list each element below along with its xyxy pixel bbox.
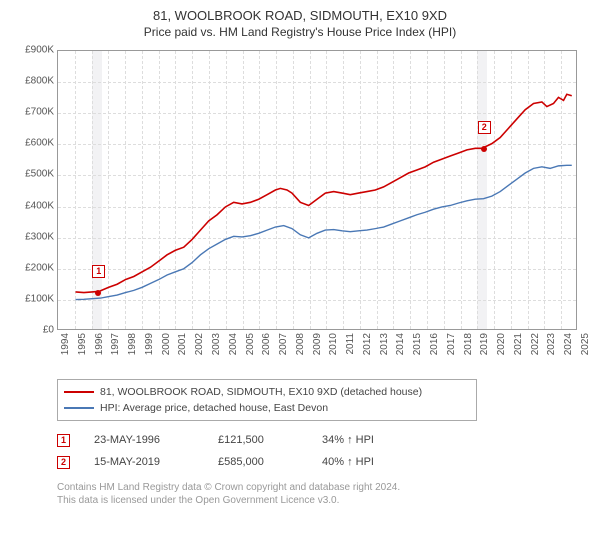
legend-swatch-icon (64, 407, 94, 409)
legend-swatch-icon (64, 391, 94, 393)
x-axis-label: 2010 (328, 333, 339, 363)
x-axis-label: 2007 (278, 333, 289, 363)
y-axis-label: £400K (14, 200, 54, 211)
y-axis-label: £0 (14, 325, 54, 336)
x-axis-label: 2018 (463, 333, 474, 363)
y-axis-label: £500K (14, 169, 54, 180)
x-axis-label: 2016 (429, 333, 440, 363)
x-axis-label: 2022 (530, 333, 541, 363)
legend-row: HPI: Average price, detached house, East… (64, 400, 470, 416)
main-title: 81, WOOLBROOK ROAD, SIDMOUTH, EX10 9XD (12, 8, 588, 23)
footer-line: Contains HM Land Registry data © Crown c… (57, 481, 588, 494)
table-row: 1 23-MAY-1996 £121,500 34% ↑ HPI (57, 429, 588, 451)
x-axis-label: 2005 (245, 333, 256, 363)
y-axis-label: £100K (14, 293, 54, 304)
marker-dot-icon (481, 146, 487, 152)
series-line-hpi (76, 165, 572, 299)
x-axis-label: 2000 (161, 333, 172, 363)
x-axis-label: 2025 (580, 333, 591, 363)
txn-price: £121,500 (218, 434, 298, 446)
marker-key-icon: 1 (57, 434, 70, 447)
footer-line: This data is licensed under the Open Gov… (57, 494, 588, 507)
txn-date: 15-MAY-2019 (94, 456, 194, 468)
y-axis-label: £600K (14, 138, 54, 149)
marker-label: 2 (478, 121, 491, 134)
x-axis-label: 2021 (513, 333, 524, 363)
x-axis-label: 2019 (479, 333, 490, 363)
x-axis-label: 1997 (110, 333, 121, 363)
y-axis-label: £900K (14, 45, 54, 56)
chart-svg (58, 51, 576, 329)
x-axis-label: 2024 (563, 333, 574, 363)
table-row: 2 15-MAY-2019 £585,000 40% ↑ HPI (57, 451, 588, 473)
txn-date: 23-MAY-1996 (94, 434, 194, 446)
x-axis-label: 1998 (127, 333, 138, 363)
transactions-table: 1 23-MAY-1996 £121,500 34% ↑ HPI 2 15-MA… (57, 429, 588, 473)
x-axis-label: 2011 (345, 333, 356, 363)
footer: Contains HM Land Registry data © Crown c… (57, 481, 588, 507)
chart-area: 12 £0£100K£200K£300K£400K£500K£600K£700K… (12, 45, 588, 375)
y-axis-label: £700K (14, 107, 54, 118)
legend-box: 81, WOOLBROOK ROAD, SIDMOUTH, EX10 9XD (… (57, 379, 477, 421)
txn-delta: 34% ↑ HPI (322, 434, 374, 446)
x-axis-label: 2012 (362, 333, 373, 363)
title-block: 81, WOOLBROOK ROAD, SIDMOUTH, EX10 9XD P… (12, 8, 588, 39)
x-axis-label: 2017 (446, 333, 457, 363)
legend-label: 81, WOOLBROOK ROAD, SIDMOUTH, EX10 9XD (… (100, 386, 422, 398)
x-axis-label: 2013 (379, 333, 390, 363)
x-axis-label: 2004 (228, 333, 239, 363)
marker-key-icon: 2 (57, 456, 70, 469)
chart-container: 81, WOOLBROOK ROAD, SIDMOUTH, EX10 9XD P… (0, 0, 600, 560)
legend-label: HPI: Average price, detached house, East… (100, 402, 328, 414)
x-axis-label: 2020 (496, 333, 507, 363)
y-axis-label: £200K (14, 262, 54, 273)
x-axis-label: 2015 (412, 333, 423, 363)
x-axis-label: 2014 (395, 333, 406, 363)
x-axis-label: 2002 (194, 333, 205, 363)
x-axis-label: 1995 (77, 333, 88, 363)
x-axis-label: 2023 (546, 333, 557, 363)
x-axis-label: 2009 (312, 333, 323, 363)
x-axis-label: 2008 (295, 333, 306, 363)
y-axis-label: £800K (14, 76, 54, 87)
x-axis-label: 2003 (211, 333, 222, 363)
x-axis-label: 1996 (94, 333, 105, 363)
x-axis-label: 1994 (60, 333, 71, 363)
y-axis-label: £300K (14, 231, 54, 242)
legend-row: 81, WOOLBROOK ROAD, SIDMOUTH, EX10 9XD (… (64, 384, 470, 400)
x-axis-label: 2001 (177, 333, 188, 363)
marker-dot-icon (95, 290, 101, 296)
x-axis-label: 2006 (261, 333, 272, 363)
plot-area: 12 (57, 50, 577, 330)
txn-price: £585,000 (218, 456, 298, 468)
txn-delta: 40% ↑ HPI (322, 456, 374, 468)
x-axis-label: 1999 (144, 333, 155, 363)
marker-label: 1 (92, 265, 105, 278)
sub-title: Price paid vs. HM Land Registry's House … (12, 25, 588, 39)
